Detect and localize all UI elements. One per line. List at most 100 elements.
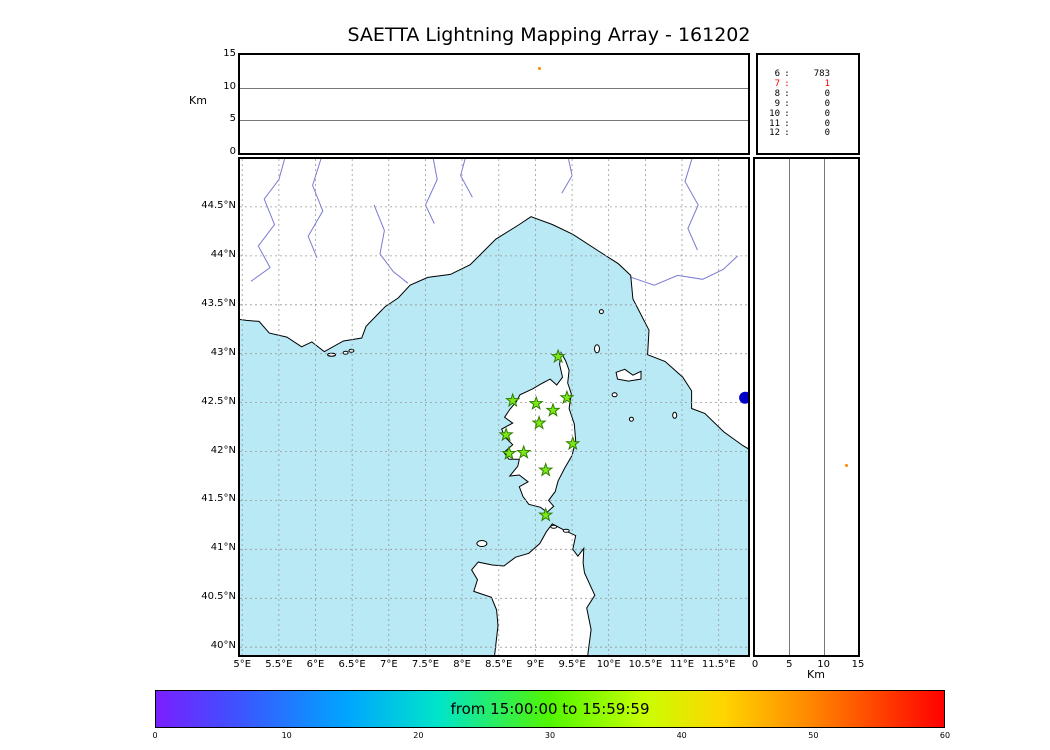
lon-tick-label: 8°E: [453, 659, 471, 670]
lat-tick-label: 40.5°N: [201, 591, 236, 603]
lma-station-marker: [565, 435, 581, 451]
river: [684, 159, 699, 251]
lma-station-marker: [531, 415, 547, 430]
altitude-latitude-panel: [753, 157, 860, 657]
lma-station-marker: [545, 402, 561, 417]
lon-tick-label: 6.5°E: [338, 659, 366, 670]
altitude-time-panel: [238, 53, 750, 155]
island: [327, 352, 337, 357]
river: [373, 204, 409, 284]
lma-station-marker: [505, 392, 521, 408]
colorbar-tick-label: 10: [281, 731, 292, 740]
lma-station-marker: [559, 389, 575, 405]
colorbar-tick-label: 20: [413, 731, 424, 740]
lon-tick-label: 6°E: [306, 659, 325, 670]
separator: :: [784, 88, 790, 99]
lon-tick-label: 10.5°E: [628, 659, 663, 670]
landmass-sardinia: [470, 523, 596, 655]
station-id: 7: [774, 78, 780, 89]
alt-tick-label: 15: [223, 48, 236, 59]
lon-tick-label: 9.5°E: [558, 659, 586, 670]
island: [598, 309, 604, 315]
colorbar-tick-label: 50: [808, 731, 819, 740]
island: [672, 411, 678, 419]
island: [562, 528, 570, 533]
colorbar-label: from 15:00:00 to 15:59:59: [450, 700, 650, 718]
time-colorbar: from 15:00:00 to 15:59:59: [155, 690, 945, 728]
map-panel: [238, 157, 750, 657]
island: [476, 540, 488, 547]
lon-tick-label: 10°E: [596, 659, 621, 670]
alt-gridline: [240, 120, 748, 122]
separator: :: [784, 108, 790, 119]
river: [631, 255, 739, 286]
separator: :: [784, 128, 790, 139]
stat-row-station-6: 6: 783: [758, 69, 858, 80]
lat-tick-label: 41°N: [210, 542, 236, 554]
alt-tick-label: 0: [229, 146, 236, 157]
station-id: 11: [769, 118, 780, 129]
lma-station-marker: [528, 395, 544, 411]
hist-tick-label: 15: [851, 659, 865, 670]
hist-tick-label: 10: [817, 659, 831, 670]
colorbar-tick-label: 40: [676, 731, 687, 740]
map-canvas: [240, 159, 748, 655]
lma-station-marker: [498, 426, 514, 442]
station-count: 0: [824, 88, 830, 99]
station-count: 0: [824, 128, 830, 139]
station-count: 0: [824, 108, 830, 119]
lat-tick-label: 43.5°N: [201, 297, 236, 309]
river: [307, 159, 324, 258]
lat-tick-label: 44°N: [210, 248, 236, 260]
separator: :: [784, 69, 790, 79]
stat-row-station-11: 11: 0: [758, 118, 858, 130]
hist-tick-label: 5: [786, 659, 793, 670]
alt-tick-label: 10: [223, 80, 236, 92]
stat-row-station-12: 12: 0: [758, 129, 858, 139]
lon-tick-label: 9°E: [526, 659, 545, 670]
lat-tick-label: 42°N: [210, 444, 236, 456]
figure-title: SAETTA Lightning Mapping Array - 161202: [347, 24, 751, 46]
island: [611, 392, 618, 398]
alt-tick-label: 5: [229, 113, 236, 125]
river: [424, 159, 438, 224]
stat-row-station-9: 9: 0: [758, 98, 858, 110]
lon-tick-label: 5°E: [233, 659, 252, 670]
lon-tick-label: 7.5°E: [411, 659, 440, 670]
alt-gridline: [240, 87, 748, 89]
colorbar-tick-label: 30: [544, 731, 556, 740]
station-count: 783: [813, 69, 830, 79]
station-id: 6: [774, 69, 780, 79]
hist-gridline: [789, 159, 791, 655]
station-id: 8: [774, 88, 780, 99]
lma-station-marker: [538, 462, 554, 477]
landmass-elba: [615, 368, 642, 382]
separator: :: [784, 78, 790, 89]
colorbar-tick-label: 0: [152, 731, 158, 740]
hist-gridline: [823, 159, 825, 655]
hist-tick-label: 0: [751, 659, 759, 670]
stat-row-station-7: 7: 1: [758, 78, 858, 90]
station-id: 10: [769, 108, 780, 119]
lat-tick-label: 42.5°N: [201, 395, 236, 407]
separator: :: [784, 118, 790, 129]
lma-station-marker: [516, 444, 532, 459]
island: [348, 348, 355, 353]
station-count: 1: [824, 78, 830, 89]
island: [628, 416, 634, 422]
stat-row-station-8: 8: 0: [758, 88, 858, 100]
lma-station-marker: [550, 348, 566, 364]
buoy-marker: [739, 391, 748, 404]
island: [550, 524, 558, 529]
lma-station-marker: [538, 507, 554, 522]
lon-tick-label: 5.5°E: [265, 659, 293, 670]
station-id: 12: [769, 128, 780, 139]
lightning-source-dot: [844, 463, 848, 467]
altitude-latitude-axis-label: Km: [807, 668, 825, 681]
station-id: 9: [774, 98, 780, 109]
station-count: 0: [824, 118, 830, 129]
lat-tick-label: 43°N: [210, 346, 236, 358]
altitude-axis-label: Km: [189, 94, 207, 107]
lon-tick-label: 8.5°E: [485, 659, 513, 670]
